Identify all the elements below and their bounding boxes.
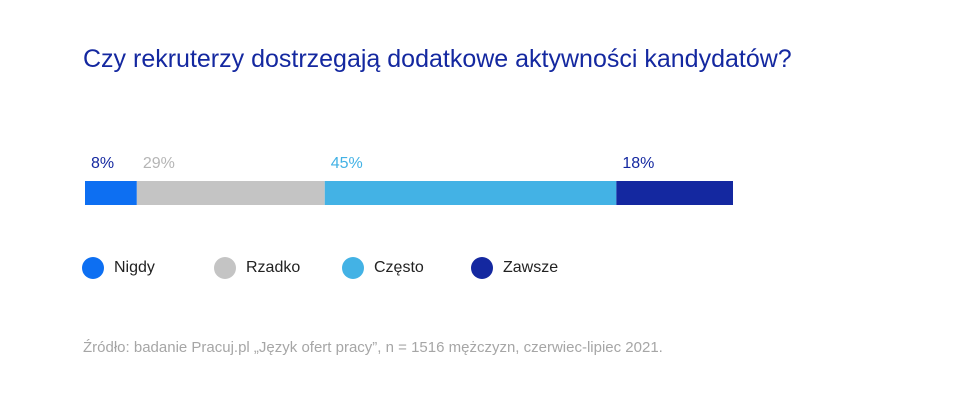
data-label-nigdy: 8% <box>91 155 114 172</box>
legend-label-rzadko: Rzadko <box>246 259 301 276</box>
chart-title: Czy rekruterzy dostrzegają dodatkowe akt… <box>83 45 792 73</box>
legend-swatch-czesto <box>342 257 364 279</box>
bar-label-group: 8% 29% 45% 18% <box>91 155 654 172</box>
legend-item-czesto: Często <box>342 257 471 279</box>
data-label-zawsze: 18% <box>622 155 654 172</box>
legend-swatch-nigdy <box>82 257 104 279</box>
legend-label-czesto: Często <box>374 259 424 276</box>
legend-item-nigdy: Nigdy <box>82 257 214 279</box>
legend-item-zawsze: Zawsze <box>471 257 558 279</box>
data-label-czesto: 45% <box>331 155 363 172</box>
stacked-bar-chart: 8% 29% 45% 18% <box>85 155 733 205</box>
source-note: Źródło: badanie Pracuj.pl „Język ofert p… <box>83 339 663 356</box>
bar-segment-nigdy <box>85 181 137 205</box>
bar-segment-czesto <box>324 181 617 205</box>
bar-segment-zawsze <box>616 181 733 205</box>
bar-segment-rzadko <box>136 181 325 205</box>
legend: Nigdy Rzadko Często Zawsze <box>82 257 558 279</box>
data-label-rzadko: 29% <box>143 155 175 172</box>
bar-group <box>85 181 733 205</box>
legend-item-rzadko: Rzadko <box>214 257 342 279</box>
legend-label-zawsze: Zawsze <box>503 259 559 276</box>
legend-swatch-rzadko <box>214 257 236 279</box>
legend-label-nigdy: Nigdy <box>114 259 155 276</box>
legend-swatch-zawsze <box>471 257 493 279</box>
